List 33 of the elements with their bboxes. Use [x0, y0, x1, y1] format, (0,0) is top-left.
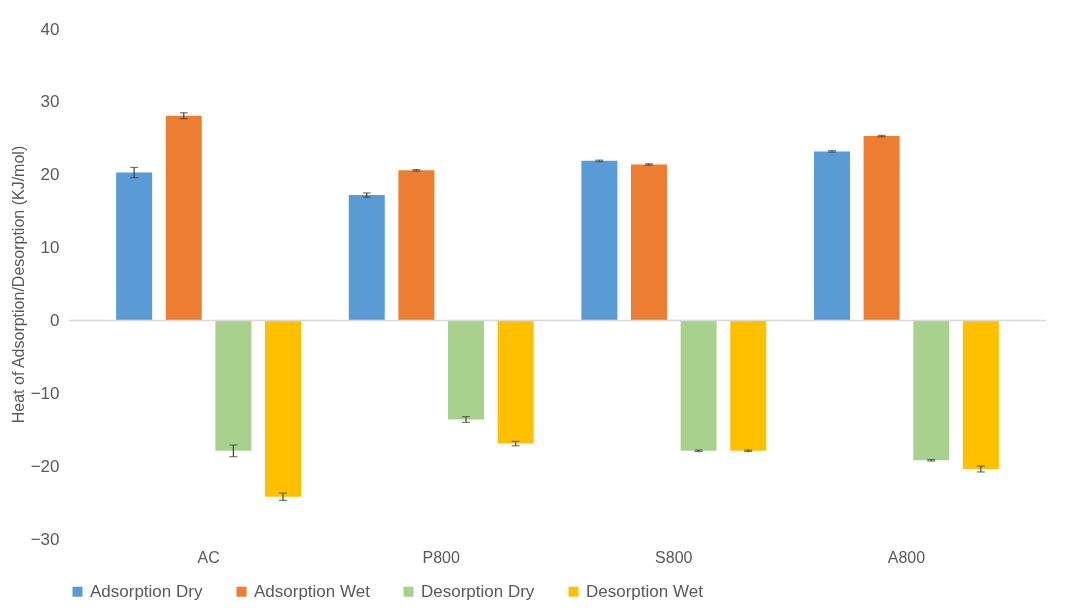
y-tick-label: −30 — [30, 529, 60, 549]
x-tick-label: AC — [197, 548, 220, 566]
y-tick-label: 0 — [50, 310, 60, 330]
legend-label: Desorption Wet — [586, 581, 704, 601]
bar — [165, 115, 202, 321]
legend-label: Adsorption Wet — [254, 581, 371, 601]
bar — [448, 320, 484, 420]
bar — [680, 320, 717, 451]
y-tick-label: 40 — [40, 19, 60, 39]
bar — [116, 172, 153, 321]
bar — [348, 195, 385, 321]
y-tick-label: 10 — [40, 238, 60, 258]
bar — [730, 320, 767, 451]
y-axis-title: Heat of Adsorption/Desorption (KJ/mol) — [9, 145, 27, 424]
x-tick-label: P800 — [422, 548, 460, 566]
bar — [398, 170, 435, 321]
y-tick-label: 20 — [40, 165, 60, 185]
bar — [863, 136, 900, 321]
y-tick-label: 30 — [40, 92, 60, 112]
x-tick-label: S800 — [655, 548, 693, 566]
bar — [497, 320, 534, 444]
y-tick-label: −20 — [30, 456, 60, 476]
y-tick-label: −10 — [30, 383, 60, 403]
x-tick-label: A800 — [887, 548, 926, 566]
bar — [913, 320, 950, 461]
bar — [581, 160, 618, 321]
legend-label: Adsorption Dry — [90, 581, 203, 601]
bar — [215, 320, 252, 451]
bar — [265, 320, 302, 497]
bar — [631, 164, 667, 321]
bar — [813, 151, 850, 321]
legend-label: Desorption Dry — [421, 581, 535, 601]
bar — [962, 320, 999, 470]
